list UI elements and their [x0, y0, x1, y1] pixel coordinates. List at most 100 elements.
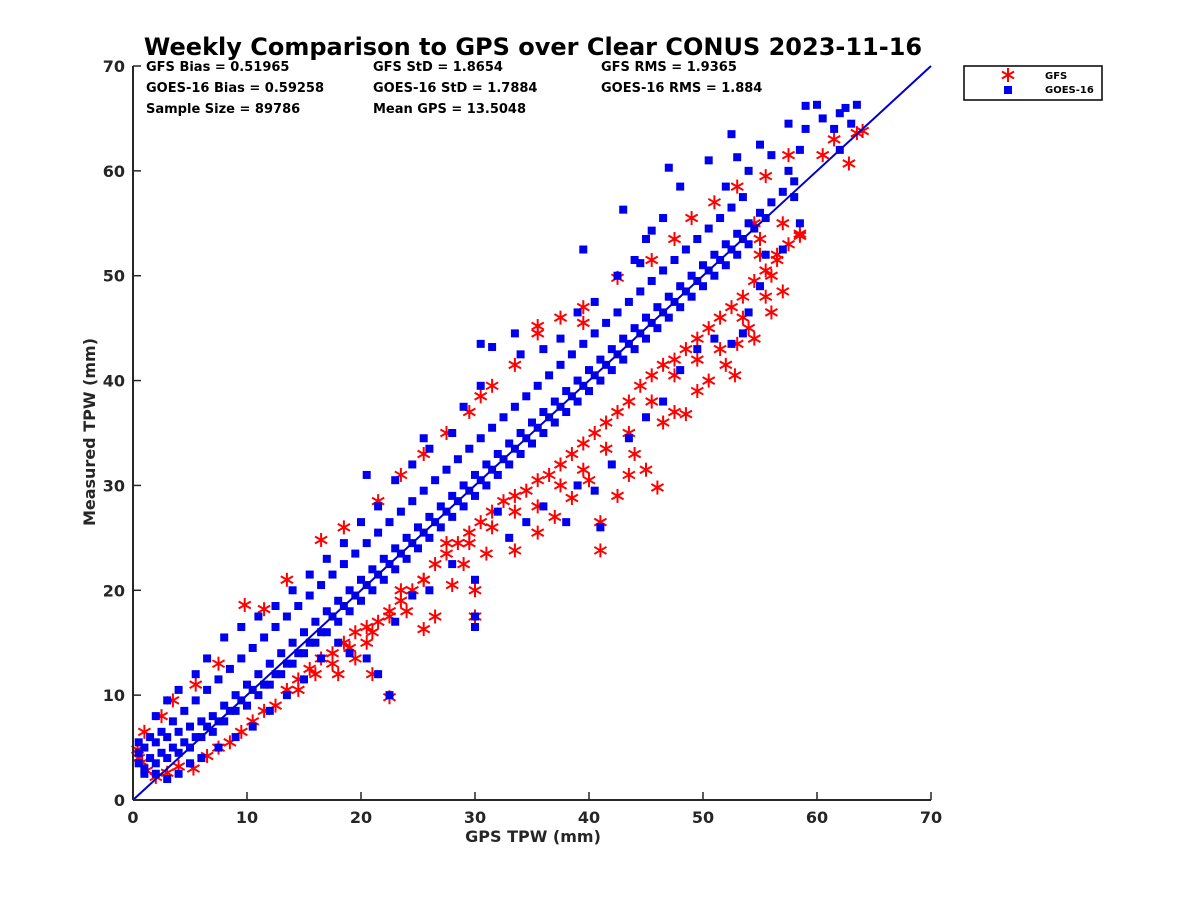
- stat-goes16-rms: GOES-16 RMS = 1.884: [601, 81, 762, 96]
- goes16-point: [733, 250, 742, 259]
- goes16-point: [357, 596, 365, 605]
- goes16-point: [642, 235, 650, 244]
- goes16-point: [402, 533, 411, 542]
- goes16-point: [334, 638, 343, 647]
- goes16-point: [693, 235, 702, 244]
- gfs-point: [679, 407, 693, 422]
- goes16-point: [562, 518, 571, 527]
- gfs-point: [781, 148, 796, 163]
- gfs-point: [485, 520, 499, 535]
- gfs-point: [713, 342, 727, 357]
- goes16-point: [168, 717, 177, 726]
- gfs-point: [667, 232, 682, 247]
- goes16-point: [528, 418, 536, 427]
- gfs-point: [759, 263, 773, 278]
- gfs-point: [690, 384, 704, 399]
- goes16-point: [425, 533, 434, 542]
- goes16-point: [357, 575, 365, 584]
- goes16-point: [613, 271, 622, 280]
- goes16-point: [357, 518, 365, 527]
- gfs-point: [325, 656, 340, 671]
- gfs-point: [593, 543, 607, 558]
- goes16-point: [767, 198, 776, 207]
- goes16-point: [801, 101, 810, 110]
- gfs-point: [428, 557, 442, 572]
- goes16-point: [260, 680, 269, 689]
- goes16-point: [260, 633, 269, 642]
- goes16-point: [345, 586, 354, 595]
- gfs-point: [827, 132, 841, 147]
- goes16-point: [710, 334, 719, 343]
- goes16-point: [203, 685, 212, 694]
- goes16-point: [653, 303, 662, 312]
- goes16-point: [471, 470, 479, 479]
- y-tick-label: 40: [103, 372, 125, 391]
- goes16-point: [317, 654, 326, 663]
- gfs-point: [542, 467, 556, 482]
- goes16-point: [693, 345, 702, 354]
- goes16-point: [151, 738, 160, 747]
- gfs-point: [842, 156, 856, 171]
- goes16-point: [288, 638, 297, 647]
- goes16-point: [203, 654, 212, 663]
- goes16-point: [248, 643, 257, 652]
- goes16-point: [305, 591, 314, 600]
- goes16-point: [436, 523, 445, 532]
- goes16-point: [830, 124, 839, 133]
- x-tick-label: 20: [350, 808, 372, 827]
- stat-goes16-std: GOES-16 StD = 1.7884: [373, 81, 537, 96]
- goes16-point: [339, 560, 348, 569]
- y-tick-label: 20: [103, 581, 125, 600]
- goes16-point: [436, 502, 445, 511]
- stat-gfs-bias: GFS Bias = 0.51965: [146, 60, 289, 75]
- goes16-point: [237, 622, 246, 631]
- goes16-point: [493, 470, 502, 479]
- gfs-point: [645, 368, 659, 383]
- goes16-point: [602, 318, 611, 327]
- goes16-point: [322, 607, 331, 616]
- gfs-point: [610, 488, 625, 503]
- goes16-point: [157, 748, 166, 757]
- goes16-point: [579, 245, 588, 254]
- gfs-point: [622, 467, 636, 482]
- gfs-point: [462, 536, 476, 551]
- gfs-point: [331, 667, 345, 682]
- goes16-point: [528, 439, 536, 448]
- goes16-point: [505, 439, 514, 448]
- goes16-point: [756, 208, 764, 217]
- goes16-point: [499, 413, 508, 422]
- goes16-point: [590, 486, 599, 495]
- goes16-point: [573, 397, 582, 406]
- goes16-point: [368, 565, 377, 574]
- goes16-point: [134, 759, 143, 768]
- gfs-point: [719, 357, 733, 372]
- goes16-point: [453, 455, 462, 464]
- goes16-point: [328, 570, 337, 579]
- x-tick-label: 30: [464, 808, 486, 827]
- goes16-point: [818, 114, 827, 123]
- legend-gfs-label: GFS: [1045, 71, 1067, 82]
- goes16-point: [402, 554, 411, 563]
- gfs-point: [764, 305, 778, 320]
- goes16-point: [664, 292, 673, 301]
- goes16-point: [510, 402, 519, 411]
- gfs-point: [211, 656, 226, 671]
- gfs-point: [770, 252, 784, 267]
- gfs-point: [576, 436, 590, 451]
- goes16-point: [231, 706, 240, 715]
- goes16-point: [146, 754, 155, 763]
- goes16-point: [505, 460, 514, 469]
- goes16-point: [471, 622, 479, 631]
- stat-goes16-bias: GOES-16 Bias = 0.59258: [146, 81, 324, 96]
- goes16-point: [704, 156, 713, 165]
- goes16-point: [465, 444, 474, 453]
- gfs-point: [519, 483, 533, 498]
- goes16-point: [180, 738, 189, 747]
- gfs-point: [685, 211, 699, 226]
- gfs-point: [690, 331, 704, 346]
- gfs-point: [610, 405, 625, 420]
- goes16-point: [385, 691, 394, 700]
- gfs-point: [280, 572, 294, 587]
- goes16-point: [476, 381, 485, 390]
